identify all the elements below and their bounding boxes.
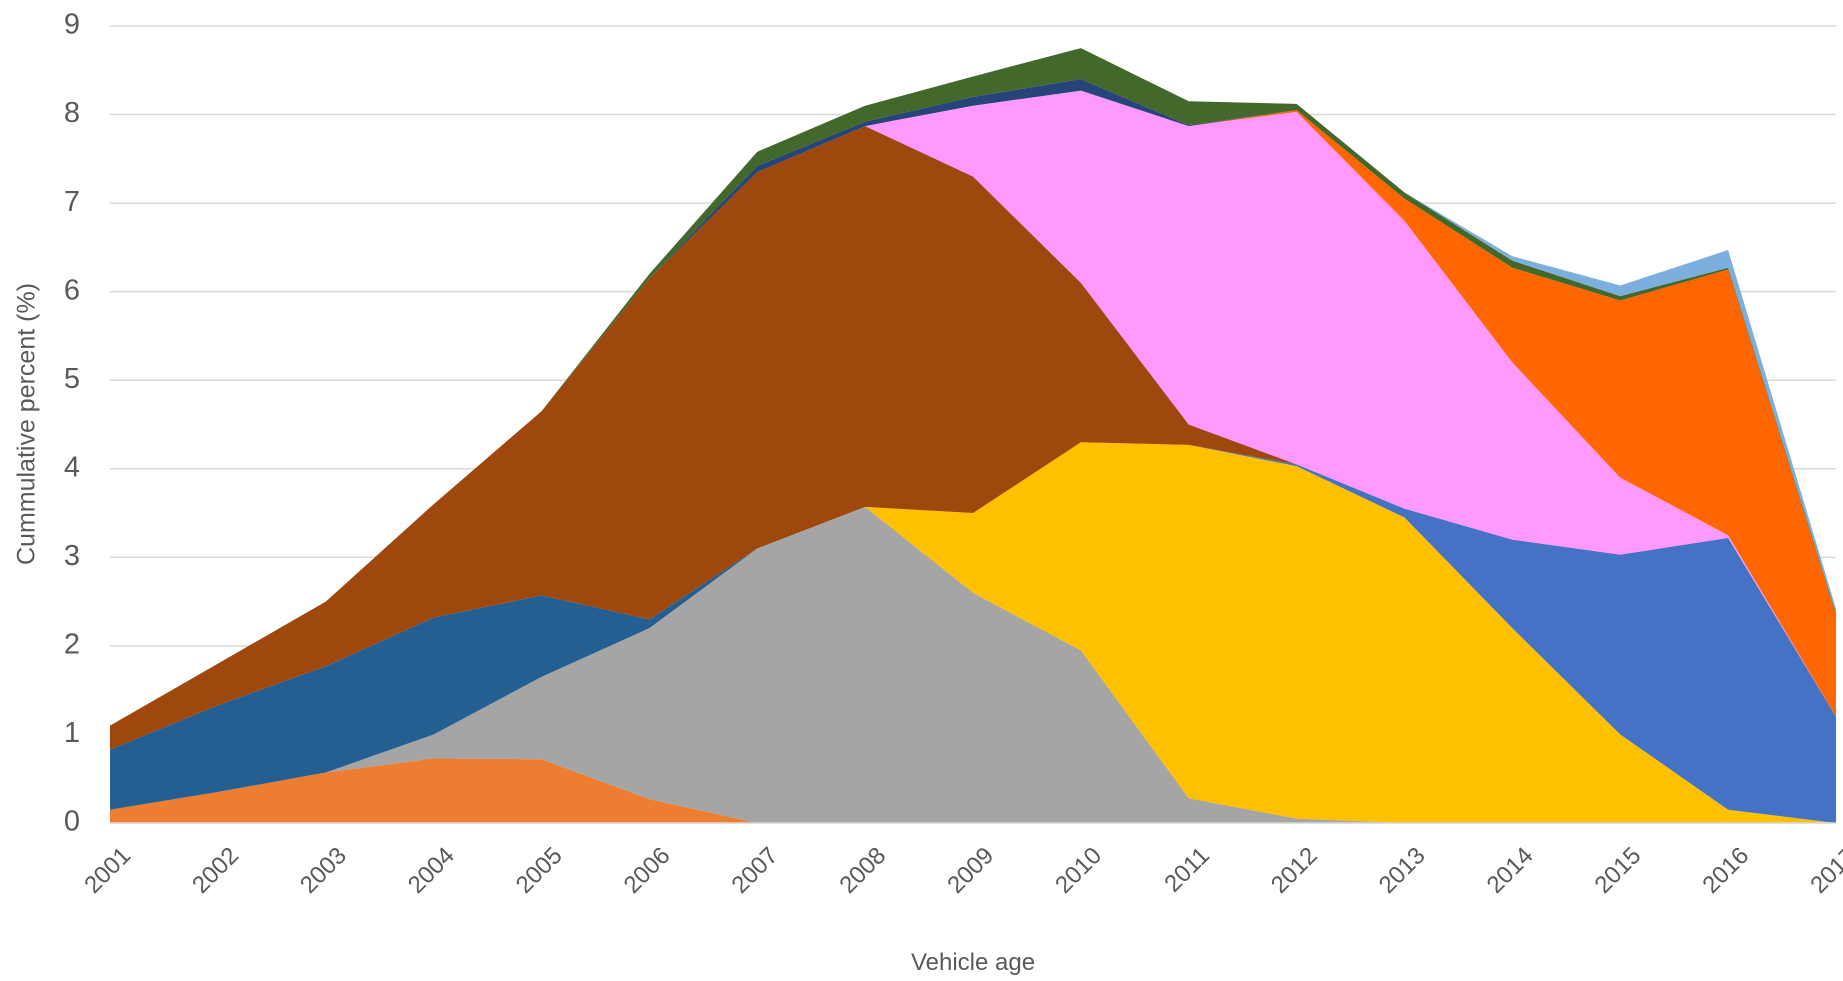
y-axis-title: Cummulative percent (%) bbox=[13, 283, 41, 565]
y-tick-label: 7 bbox=[64, 186, 80, 218]
area bbox=[110, 506, 1836, 823]
x-tick-label: 2004 bbox=[403, 842, 460, 899]
y-tick-label: 0 bbox=[64, 806, 80, 838]
x-tick-label: 2016 bbox=[1697, 842, 1754, 899]
x-tick-label: 2009 bbox=[942, 842, 999, 899]
y-tick-label: 3 bbox=[64, 540, 80, 572]
x-tick-label: 2007 bbox=[727, 842, 784, 899]
y-tick-label: 9 bbox=[64, 9, 80, 41]
y-tick-label: 6 bbox=[64, 274, 80, 306]
y-tick-label: 4 bbox=[64, 451, 80, 483]
y-tick-label: 2 bbox=[64, 629, 80, 661]
area bbox=[110, 442, 1836, 810]
x-tick-label: 2006 bbox=[619, 842, 676, 899]
area bbox=[110, 126, 1836, 750]
x-tick-label: 2014 bbox=[1482, 842, 1539, 899]
y-tick-label: 5 bbox=[64, 363, 80, 395]
area bbox=[110, 90, 1836, 726]
y-tick-label: 8 bbox=[64, 97, 80, 129]
x-tick-label: 2012 bbox=[1266, 842, 1323, 899]
x-tick-label: 2005 bbox=[511, 842, 568, 899]
x-tick-label: 2011 bbox=[1159, 842, 1215, 898]
x-tick-label: 2017 bbox=[1805, 842, 1843, 899]
x-tick-label: 2013 bbox=[1374, 842, 1431, 899]
x-tick-label: 2003 bbox=[295, 842, 352, 899]
area bbox=[110, 758, 1836, 823]
y-tick-label: 1 bbox=[64, 717, 80, 749]
x-tick-label: 2008 bbox=[834, 842, 891, 899]
x-axis-title: Vehicle age bbox=[911, 949, 1035, 976]
x-tick-label: 2010 bbox=[1050, 842, 1107, 899]
x-tick-label: 2002 bbox=[187, 842, 244, 899]
x-tick-label: 2015 bbox=[1590, 842, 1647, 899]
area bbox=[110, 442, 1836, 823]
x-tick-label: 2001 bbox=[79, 842, 136, 899]
